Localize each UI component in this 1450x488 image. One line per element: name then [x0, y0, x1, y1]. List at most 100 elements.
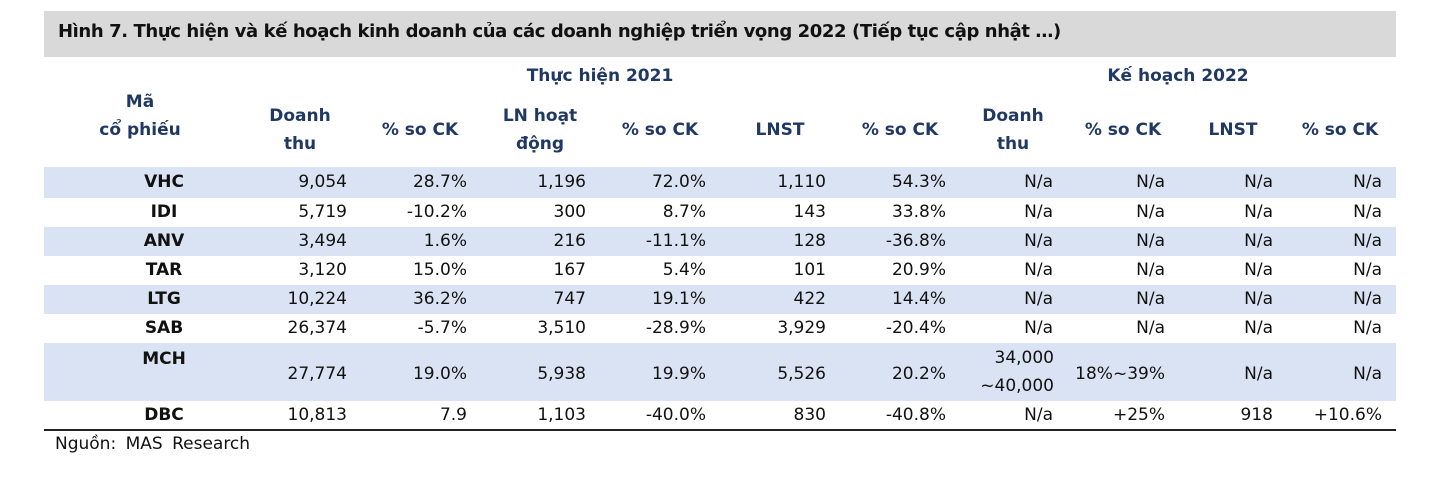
plan-npat-pct: N/a — [1353, 364, 1382, 384]
col-header-plan-rev-line2: thu — [996, 134, 1030, 154]
col-header-revenue-line1: Doanh — [269, 106, 331, 126]
stock-code: ANV — [143, 231, 185, 251]
npat: 5,526 — [777, 364, 826, 384]
plan-revenue: N/a — [1024, 202, 1053, 222]
plan-npat-pct: +10.6% — [1313, 405, 1382, 425]
revenue-pct: 19.0% — [412, 364, 467, 384]
figure-title: Hình 7. Thực hiện và kế hoạch kinh doanh… — [58, 21, 1061, 42]
npat: 1,110 — [777, 172, 826, 192]
plan-revenue-pct: N/a — [1136, 202, 1165, 222]
col-header-plan-revenue: Doanh thu — [963, 102, 1063, 158]
npat: 830 — [793, 405, 826, 425]
revenue-pct: 7.9 — [439, 405, 467, 425]
plan-npat: N/a — [1244, 318, 1273, 338]
plan-revenue: N/a — [1024, 231, 1053, 251]
revenue: 3,120 — [298, 260, 347, 280]
npat: 3,929 — [777, 318, 826, 338]
plan-npat-pct: N/a — [1353, 202, 1382, 222]
table-row: MCH 27,774 19.0% 5,938 19.9% 5,526 20.2%… — [44, 343, 1396, 401]
table-row: LTG 10,224 36.2% 747 19.1% 422 14.4% N/a… — [44, 285, 1396, 314]
col-header-op-line2: động — [515, 134, 565, 154]
operating-profit-pct: -11.1% — [645, 231, 706, 251]
operating-profit-pct: 5.4% — [662, 260, 706, 280]
plan-npat-pct: N/a — [1353, 231, 1382, 251]
col-header-revenue: Doanh thu — [250, 102, 350, 158]
operating-profit-pct: -40.0% — [645, 405, 706, 425]
group-header-plan: Kế hoạch 2022 — [1107, 66, 1249, 86]
plan-revenue: N/a — [1024, 289, 1053, 309]
col-header-revenue-line2: thu — [283, 134, 317, 154]
operating-profit: 3,510 — [537, 318, 586, 338]
revenue-pct: -10.2% — [406, 202, 467, 222]
revenue: 3,494 — [298, 231, 347, 251]
col-header-code-line1: Mã — [125, 92, 155, 112]
plan-revenue-pct: N/a — [1136, 260, 1165, 280]
col-header-op-pct: % so CK — [621, 120, 699, 140]
revenue-pct: -5.7% — [417, 318, 467, 338]
npat-pct: 14.4% — [891, 289, 946, 309]
table-row: VHC 9,054 28.7% 1,196 72.0% 1,110 54.3% … — [44, 167, 1396, 198]
operating-profit: 216 — [553, 231, 586, 251]
figure-title-bar: Hình 7. Thực hiện và kế hoạch kinh doanh… — [44, 11, 1396, 57]
plan-npat: N/a — [1244, 202, 1273, 222]
col-header-npat-pct: % so CK — [861, 120, 939, 140]
stock-code: LTG — [147, 289, 181, 309]
plan-revenue-line2: ~40,000 — [980, 376, 1054, 396]
table-row: IDI 5,719 -10.2% 300 8.7% 143 33.8% N/a … — [44, 198, 1396, 227]
plan-revenue: N/a — [1024, 318, 1053, 338]
table-row: SAB 26,374 -5.7% 3,510 -28.9% 3,929 -20.… — [44, 314, 1396, 343]
plan-npat: N/a — [1244, 231, 1273, 251]
plan-revenue-pct: N/a — [1136, 172, 1165, 192]
col-header-plan-npat: LNST — [1208, 120, 1258, 140]
stock-code: DBC — [144, 405, 184, 425]
stock-code: MCH — [142, 349, 186, 369]
revenue-pct: 1.6% — [423, 231, 467, 251]
npat-pct: -40.8% — [885, 405, 946, 425]
npat: 143 — [793, 202, 826, 222]
plan-npat: N/a — [1244, 364, 1273, 384]
revenue: 10,224 — [287, 289, 347, 309]
col-header-operating-profit: LN hoạt động — [490, 102, 590, 158]
operating-profit: 747 — [553, 289, 586, 309]
plan-revenue: N/a — [1024, 260, 1053, 280]
plan-revenue: N/a — [1024, 405, 1053, 425]
npat-pct: -20.4% — [885, 318, 946, 338]
operating-profit: 5,938 — [537, 364, 586, 384]
stock-code: SAB — [144, 318, 184, 338]
plan-revenue: N/a — [1024, 172, 1053, 192]
table-row: TAR 3,120 15.0% 167 5.4% 101 20.9% N/a N… — [44, 256, 1396, 285]
operating-profit-pct: 8.7% — [662, 202, 706, 222]
revenue-pct: 36.2% — [412, 289, 467, 309]
revenue-pct: 15.0% — [412, 260, 467, 280]
plan-npat-pct: N/a — [1353, 318, 1382, 338]
npat: 422 — [793, 289, 826, 309]
plan-revenue-line1: 34,000 — [994, 348, 1054, 368]
operating-profit: 300 — [553, 202, 586, 222]
plan-npat: N/a — [1244, 172, 1273, 192]
npat-pct: 20.2% — [891, 364, 946, 384]
col-header-npat: LNST — [755, 120, 805, 140]
source-note: Nguồn: MAS Research — [55, 434, 251, 454]
plan-revenue-pct: N/a — [1136, 231, 1165, 251]
revenue: 10,813 — [287, 405, 347, 425]
table-row: DBC 10,813 7.9 1,103 -40.0% 830 -40.8% N… — [44, 402, 1396, 429]
operating-profit-pct: 19.1% — [651, 289, 706, 309]
table-bottom-rule — [44, 429, 1396, 431]
col-header-code: Mã cổ phiếu — [70, 88, 210, 144]
revenue: 27,774 — [287, 364, 347, 384]
plan-revenue-pct: 18%~39% — [1075, 364, 1165, 384]
stock-code: IDI — [150, 202, 178, 222]
operating-profit-pct: 19.9% — [651, 364, 706, 384]
stock-code: TAR — [145, 260, 183, 280]
npat: 128 — [793, 231, 826, 251]
revenue: 9,054 — [298, 172, 347, 192]
revenue: 5,719 — [298, 202, 347, 222]
col-header-op-line1: LN hoạt — [502, 106, 578, 126]
npat-pct: -36.8% — [885, 231, 946, 251]
table-row: ANV 3,494 1.6% 216 -11.1% 128 -36.8% N/a… — [44, 227, 1396, 256]
npat-pct: 33.8% — [891, 202, 946, 222]
operating-profit-pct: 72.0% — [651, 172, 706, 192]
revenue-pct: 28.7% — [412, 172, 467, 192]
col-header-plan-rev-line1: Doanh — [982, 106, 1044, 126]
plan-npat: N/a — [1244, 260, 1273, 280]
